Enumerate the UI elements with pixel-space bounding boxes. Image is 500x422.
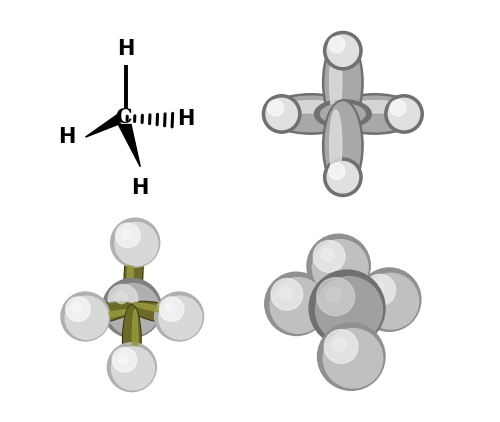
Ellipse shape bbox=[322, 100, 363, 191]
Ellipse shape bbox=[266, 98, 298, 130]
Ellipse shape bbox=[324, 158, 362, 197]
Ellipse shape bbox=[327, 162, 358, 193]
Ellipse shape bbox=[124, 306, 140, 375]
Circle shape bbox=[324, 330, 358, 363]
Circle shape bbox=[166, 303, 175, 313]
Polygon shape bbox=[86, 113, 120, 137]
Circle shape bbox=[364, 274, 396, 306]
Ellipse shape bbox=[324, 31, 362, 70]
Circle shape bbox=[326, 287, 342, 302]
Circle shape bbox=[316, 276, 382, 344]
Ellipse shape bbox=[268, 96, 355, 132]
Circle shape bbox=[108, 284, 138, 314]
Circle shape bbox=[102, 279, 162, 338]
Ellipse shape bbox=[124, 234, 143, 316]
Ellipse shape bbox=[339, 101, 410, 113]
Ellipse shape bbox=[82, 310, 131, 321]
Ellipse shape bbox=[327, 35, 358, 66]
Ellipse shape bbox=[325, 39, 360, 126]
Ellipse shape bbox=[127, 239, 134, 311]
Text: H: H bbox=[132, 178, 149, 198]
Circle shape bbox=[309, 270, 385, 346]
Ellipse shape bbox=[331, 96, 418, 132]
Ellipse shape bbox=[390, 100, 406, 116]
Ellipse shape bbox=[134, 303, 184, 315]
Circle shape bbox=[363, 273, 418, 329]
Text: C: C bbox=[115, 107, 132, 127]
Circle shape bbox=[159, 296, 202, 339]
Circle shape bbox=[72, 303, 82, 313]
Circle shape bbox=[116, 223, 140, 248]
Ellipse shape bbox=[328, 36, 345, 53]
Circle shape bbox=[110, 218, 160, 267]
Ellipse shape bbox=[328, 163, 345, 179]
Ellipse shape bbox=[77, 301, 135, 323]
Ellipse shape bbox=[130, 303, 186, 322]
Ellipse shape bbox=[125, 235, 142, 316]
Circle shape bbox=[116, 292, 128, 304]
Circle shape bbox=[332, 338, 346, 352]
Circle shape bbox=[160, 297, 184, 322]
Ellipse shape bbox=[329, 94, 420, 134]
Ellipse shape bbox=[314, 100, 371, 128]
Text: H: H bbox=[58, 127, 76, 147]
Circle shape bbox=[108, 284, 160, 335]
Circle shape bbox=[122, 229, 132, 239]
Ellipse shape bbox=[388, 98, 420, 130]
Ellipse shape bbox=[122, 305, 141, 376]
Circle shape bbox=[324, 329, 382, 388]
Circle shape bbox=[312, 240, 368, 295]
Ellipse shape bbox=[385, 95, 424, 133]
Ellipse shape bbox=[128, 301, 188, 323]
Ellipse shape bbox=[322, 37, 363, 128]
Circle shape bbox=[154, 292, 204, 341]
Circle shape bbox=[307, 234, 370, 298]
Ellipse shape bbox=[276, 101, 346, 113]
Circle shape bbox=[61, 292, 110, 341]
Polygon shape bbox=[118, 124, 141, 167]
Circle shape bbox=[65, 296, 108, 339]
Circle shape bbox=[321, 249, 334, 261]
Circle shape bbox=[112, 347, 154, 390]
Circle shape bbox=[112, 348, 136, 372]
Ellipse shape bbox=[78, 303, 134, 322]
Circle shape bbox=[271, 279, 303, 310]
Ellipse shape bbox=[325, 102, 360, 189]
Text: H: H bbox=[176, 109, 194, 130]
Ellipse shape bbox=[266, 94, 357, 134]
Ellipse shape bbox=[268, 100, 283, 116]
Circle shape bbox=[318, 323, 385, 390]
Circle shape bbox=[265, 272, 328, 335]
Circle shape bbox=[66, 297, 90, 322]
Ellipse shape bbox=[262, 95, 301, 133]
Circle shape bbox=[115, 222, 158, 265]
Circle shape bbox=[316, 278, 354, 316]
Circle shape bbox=[270, 278, 326, 333]
Ellipse shape bbox=[132, 309, 138, 371]
Ellipse shape bbox=[320, 104, 365, 124]
Circle shape bbox=[118, 354, 128, 363]
Text: H: H bbox=[117, 38, 134, 59]
Circle shape bbox=[279, 287, 291, 299]
Circle shape bbox=[358, 268, 421, 331]
Circle shape bbox=[108, 343, 156, 392]
Ellipse shape bbox=[330, 110, 342, 181]
Ellipse shape bbox=[330, 47, 342, 118]
Circle shape bbox=[372, 282, 384, 295]
Circle shape bbox=[314, 241, 345, 272]
